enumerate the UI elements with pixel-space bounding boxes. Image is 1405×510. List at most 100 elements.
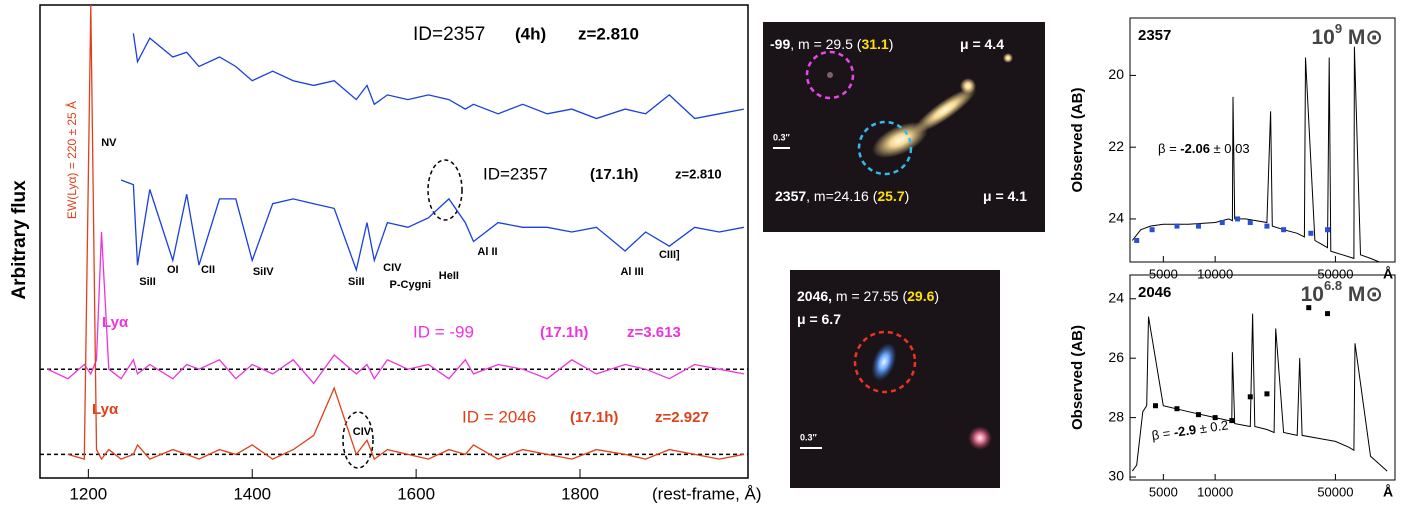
caption-part: ) — [905, 188, 910, 204]
x-tick-label: 1800 — [561, 484, 599, 503]
x-tick-label: 1400 — [233, 484, 271, 503]
y-tick-label: 26 — [1108, 349, 1124, 365]
photometry-point — [1306, 305, 1312, 311]
line-label: Lyα — [92, 401, 119, 418]
caption-part: 31.1 — [861, 36, 888, 52]
caption-part: μ = 4.4 — [960, 36, 1004, 52]
caption-part: , m = 29.5 ( — [790, 36, 862, 52]
photometry-point — [1174, 406, 1180, 412]
image-panel — [763, 22, 1045, 232]
image-panel — [790, 270, 1000, 488]
y-axis-label: Observed (AB) — [1069, 87, 1086, 192]
x-axis-label: (rest-frame, Å) — [652, 484, 762, 503]
photometry-point — [1247, 220, 1253, 226]
spectral-line-label: Al III — [620, 266, 643, 278]
caption: 2046, m = 27.55 (29.6) — [797, 288, 939, 304]
mass-exp: 9 — [1335, 21, 1342, 36]
spectral-line-label: OI — [167, 264, 179, 276]
x-axis-label: Å — [1383, 484, 1393, 500]
spectral-line-label: SiII — [139, 276, 156, 288]
photometry-point — [1174, 223, 1180, 229]
mass-unit: M⊙ — [1342, 26, 1383, 49]
mass-base: 10 — [1311, 26, 1334, 49]
series-redshift: z=3.613 — [627, 324, 681, 341]
photometry-point — [1219, 220, 1225, 226]
caption-part: β = — [1158, 141, 1180, 156]
plot-frame — [1129, 17, 1396, 263]
spectrum — [120, 179, 745, 273]
caption-part: 2046, — [797, 288, 832, 304]
spectral-line-label: CIII] — [659, 249, 680, 261]
caption-part: -99 — [770, 36, 790, 52]
plot-frame — [39, 4, 749, 479]
spectrum — [67, 4, 745, 461]
spectral-line-label: CII — [201, 264, 215, 276]
spectrum — [47, 231, 745, 385]
x-axis-label: Å — [1383, 266, 1393, 282]
x-tick-label: 50000 — [1317, 266, 1353, 281]
series-label: ID = -99 — [413, 322, 474, 341]
spectral-line-label: Al II — [477, 246, 497, 258]
x-tick-label: 10000 — [1197, 484, 1233, 499]
y-tick-label: 20 — [1108, 66, 1124, 82]
caption: μ = 4.4 — [960, 36, 1004, 52]
caption-part: ) — [934, 288, 939, 304]
photometry-point — [1247, 394, 1253, 400]
caption: β = -2.9 ± 0.2 — [1151, 418, 1229, 444]
photometry-point — [1308, 230, 1314, 236]
mass-base: 10 — [1301, 283, 1324, 306]
photometry-point — [1195, 223, 1201, 229]
series-redshift: z=2.810 — [675, 166, 722, 181]
x-tick-label: 5000 — [1149, 484, 1178, 499]
photometry-point — [1264, 391, 1270, 397]
x-tick-label: 5000 — [1149, 266, 1178, 281]
caption: μ = 4.1 — [983, 188, 1027, 204]
x-tick-label: 1200 — [69, 484, 107, 503]
series-redshift: z=2.810 — [578, 24, 639, 43]
photometry-point — [1325, 311, 1331, 317]
caption: -99, m = 29.5 (31.1) — [770, 36, 893, 52]
spectral-line-label: SiIV — [253, 266, 274, 278]
scale-label: 0.3″ — [800, 432, 818, 442]
photometry-point — [1134, 237, 1140, 243]
series-label: ID = 2046 — [462, 407, 536, 426]
caption: μ = 6.7 — [797, 311, 841, 327]
sed-model — [1131, 313, 1388, 472]
mass-unit: M⊙ — [1342, 283, 1383, 306]
caption: β = -2.06 ± 0.03 — [1158, 141, 1250, 156]
annotation: EW(Lyα) = 220 ± 25 Å — [64, 101, 79, 219]
caption-part: ± 0.03 — [1210, 141, 1250, 156]
y-tick-label: 28 — [1108, 408, 1124, 424]
caption-part: μ = 4.1 — [983, 188, 1027, 204]
caption-part: -2.06 — [1180, 141, 1210, 156]
x-tick-label: 50000 — [1317, 484, 1353, 499]
y-tick-label: 24 — [1108, 210, 1124, 226]
photometry-point — [1325, 227, 1331, 233]
spectrum — [132, 33, 745, 120]
series-exposure: (4h) — [515, 24, 546, 43]
photometry-point — [1149, 227, 1155, 233]
chart-title: 2046 — [1138, 284, 1171, 301]
y-axis-label: Observed (AB) — [1069, 325, 1086, 430]
spectral-line-label: CIV — [383, 262, 402, 274]
feature-ellipse — [342, 411, 374, 469]
caption-part: 25.7 — [877, 188, 904, 204]
photometry-point — [1229, 418, 1235, 424]
mass-label: 109 M⊙ — [1311, 21, 1383, 48]
caption-part: 2357 — [775, 188, 806, 204]
chart-title: 2357 — [1138, 27, 1171, 44]
photometry-point — [1152, 403, 1158, 409]
spectral-line-label: CIV — [353, 426, 372, 438]
spectral-line-label: HeII — [439, 270, 459, 282]
series-label: ID=2357 — [413, 24, 485, 45]
series-exposure: (17.1h) — [590, 166, 638, 183]
caption-part: ± 0.2 — [1195, 418, 1229, 437]
caption-part: , m=24.16 ( — [806, 188, 878, 204]
caption-part: ) — [889, 36, 894, 52]
caption-part: 29.6 — [907, 288, 934, 304]
y-tick-label: 30 — [1108, 468, 1124, 484]
scale-label: 0.3″ — [773, 132, 791, 142]
caption-part: m = 27.55 ( — [832, 288, 907, 304]
spectral-line-label: SiII — [348, 276, 365, 288]
